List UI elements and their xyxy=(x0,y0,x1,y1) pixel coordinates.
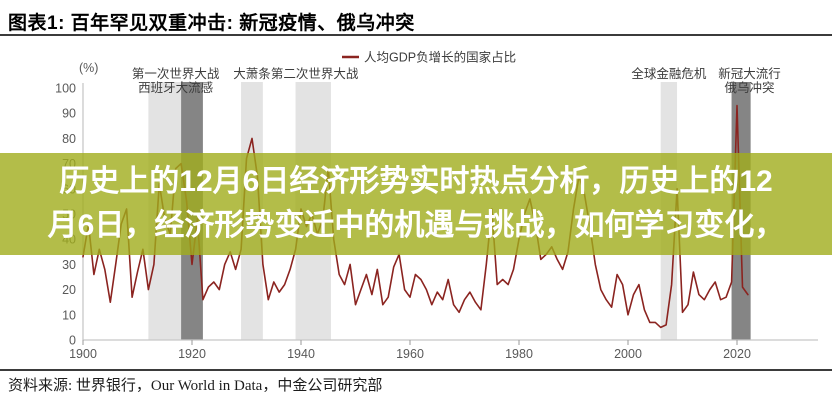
annotation-wwii-label: 第二次世界大战 xyxy=(271,67,359,81)
y-tick-label: 80 xyxy=(62,132,76,146)
y-tick-label: 30 xyxy=(62,258,76,272)
y-tick-label: 100 xyxy=(55,82,76,96)
x-tick-label: 2000 xyxy=(614,347,642,361)
annotation-gfc-label: 全球金融危机 xyxy=(631,66,707,81)
title-separator-rule xyxy=(0,34,832,36)
x-tick-label: 1940 xyxy=(287,347,315,361)
footer-separator-rule xyxy=(0,369,832,371)
x-tick-label: 1980 xyxy=(505,347,533,361)
y-tick-label: 0 xyxy=(69,334,76,348)
y-tick-label: 10 xyxy=(62,308,76,322)
data-source-note: 资料来源: 世界银行，Our World in Data，中金公司研究部 xyxy=(8,378,383,394)
watermark-text-line2: 月6日，经济形势变迁中的机遇与挑战，如何学习变化， xyxy=(47,209,785,242)
y-axis-unit-label: (%) xyxy=(79,61,98,75)
x-tick-label: 1920 xyxy=(178,347,206,361)
y-tick-label: 90 xyxy=(62,107,76,121)
annotation-wwi-flu-label: 西班牙大流感 xyxy=(138,80,213,95)
figure-title: 图表1: 百年罕见双重冲击: 新冠疫情、俄乌冲突 xyxy=(8,13,415,34)
x-tick-label: 1960 xyxy=(396,347,424,361)
y-tick-label: 20 xyxy=(62,283,76,297)
annotation-covid-label: 新冠大流行 xyxy=(718,66,781,81)
watermark-overlay-band: 历史上的12月6日经济形势实时热点分析，历史上的12 月6日，经济形势变迁中的机… xyxy=(0,153,832,255)
watermark-text-line1: 历史上的12月6日经济形势实时热点分析，历史上的12 xyxy=(59,165,773,198)
legend-label: 人均GDP负增长的国家占比 xyxy=(364,50,516,65)
x-tick-label: 2020 xyxy=(723,347,751,361)
annotation-covid-label: 俄乌冲突 xyxy=(725,80,775,95)
annotation-depression-label: 大萧条 xyxy=(233,67,271,81)
annotation-wwi-flu-label: 第一次世界大战 xyxy=(132,67,220,81)
x-tick-label: 1900 xyxy=(69,347,97,361)
